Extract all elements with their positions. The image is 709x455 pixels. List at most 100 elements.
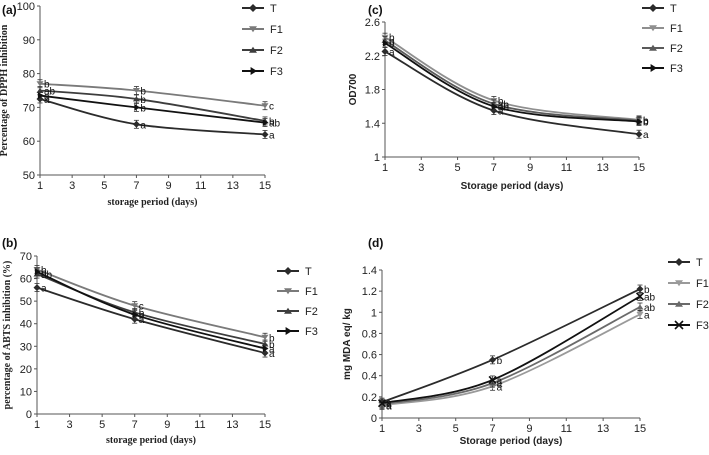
panel-c-legend-label: F1 [670,23,683,35]
panel-b-ytick-label: 10 [20,386,32,398]
panel-c-series-F3-sig-letter: ab [498,102,510,113]
panel-a-xtick-label: 3 [69,180,75,192]
panel-b-series-F3-point [34,268,41,276]
panel-d-series-F3-point [635,292,645,301]
panel-a-y-axis-label: Percentage of DPPH inhibition [0,24,10,156]
panel-a-legend-marker [249,46,257,53]
panel-a-series-F1-point [132,88,140,94]
panel-c-series-F2-sig-letter: b [643,117,649,128]
panel-b-xtick-label: 13 [226,419,238,431]
panel-a-legend-item-T: T [242,3,277,15]
panel-a-series-F2-sig-letter: b [269,117,275,128]
panel-b-xtick-label: 5 [99,419,105,431]
panel-d-series-F2-line [381,306,641,406]
panel-b-ytick-label: 0 [26,409,32,421]
panel-a-legend-label: F2 [270,45,283,57]
panel-d-ytick-label: 1 [371,307,377,319]
panel-d-ytick-label: 0 [371,413,377,425]
panel-c-series-F2-line [384,39,640,122]
panel-c-xtick-label: 7 [491,162,497,174]
panel-a-series-F2-line [39,89,266,122]
panel-b-series-T-sig-letter: a [41,284,47,295]
panel-d-series-T-point [489,356,497,364]
panel-d-xtick-label: 13 [597,423,609,435]
panel-d-series-F2-sig-letter: a [497,379,503,390]
panel-b-series-F3-point [132,311,139,319]
panel-c-ytick-label: 1 [374,152,380,164]
panel-d-y-axis-label: mg MDA eq/ kg [342,308,353,380]
panel-d-xtick-label: 15 [634,423,646,435]
panel-b-ytick-label: 40 [20,319,32,331]
panel-a-xtick-label: 11 [195,180,206,192]
panel-a-series-F3-sig-letter: a [44,92,50,103]
panel-d-series-F2-sig-letter: a [386,400,392,411]
panel-b-legend-item-T: T [277,266,312,278]
panel-d-xtick-label: 11 [561,423,572,435]
panel-d-legend-label: F1 [696,278,709,290]
panel-d-legend-item-F1: F1 [668,278,709,290]
panel-b-series-T-sig-letter: a [139,315,145,326]
panel-d-series-F2-sig-letter: ab [644,303,656,314]
panel-a-series-F3-point [37,92,44,100]
panel-b-xtick-label: 7 [132,419,138,431]
panel-b-x-axis-label: storage period (days) [106,435,196,446]
panel-c-y-axis-label: OD700 [348,73,359,105]
panel-d-xtick-label: 3 [416,423,422,435]
panel-d-legend-marker-b [674,320,684,330]
panel-d-ytick-label: 0.4 [362,371,377,383]
panel-b-series-F1-point [261,334,269,341]
panel-b-series-F1-sig-letter: b [269,333,275,344]
panel-c-ytick-label: 1.4 [365,118,380,130]
panel-d-series-F3-sig-letter: a [497,376,503,387]
panel-a-xtick-label: 15 [259,180,271,192]
panel-c-series-F2-sig-letter: ab [498,100,510,111]
panel-c-series-F3-point [491,102,498,110]
panel-b-xtick-label: 11 [194,419,205,431]
panel-a-legend-marker [249,4,257,12]
panel-a-series-T-sig-letter: a [140,120,146,131]
panel-c-legend-item-F2: F2 [642,43,683,55]
panel-c-ytick-label: 1.8 [365,85,380,97]
panel-b-ytick-label: 70 [20,251,32,263]
panel-c-series-T-sig-letter: a [498,107,504,118]
panel-b-legend-marker [284,288,292,295]
panel-a-legend-label: T [270,3,277,15]
panel-d-series-F1-sig-letter: a [644,310,650,321]
panel-d-series-T-sig-letter: b [644,285,650,296]
panel-a-xtick-label: 5 [101,180,107,192]
panel-a-series-F2-point [132,96,140,102]
panel-d-xtick-label: 9 [526,423,532,435]
panel-d-legend-label: T [696,257,703,269]
panel-c-xtick-label: 11 [561,162,572,174]
panel-b-ytick-label: 30 [20,341,32,353]
panel-b-xtick-label: 15 [259,419,271,431]
panel-c-legend-item-T: T [642,3,677,15]
panel-a-series-F1-point [261,103,269,109]
panel-b-legend-label: F1 [305,286,318,298]
panel-d-series-F3-point-b [488,375,497,385]
panel-d-x-axis-label: Storage period (days) [460,436,563,447]
panel-a-series-T-point [132,120,140,128]
panel-c-series-F1: bbb [381,32,649,127]
panel-b-ytick-label: 60 [20,274,32,286]
panel-b-series-F3-sig-letter: b [41,268,47,279]
panel-b-series-F3-sig-letter: a [269,345,275,356]
panel-b-series-F2-point [261,341,269,347]
panel-d-legend-item-F3: F3 [668,320,709,332]
panel-a-series-F3-point [262,119,269,127]
panel-b-series-F3-sig-letter: b [139,311,145,322]
panel-a-series-F1-line [39,82,266,107]
panel-c-series-F3-point [382,39,389,47]
panel-c-legend-label: T [670,3,677,15]
panel-a-series-F1: bbc [36,79,274,113]
panel-c-series-F3-line [384,42,640,123]
panel-a-series-F1-sig-letter: c [269,102,274,113]
panel-a-label: (a) [2,3,17,17]
panel-d-series-F3-sig-letter: a [386,399,392,410]
panel-d-series-F3-line [381,295,641,405]
panel-a-series-T-sig-letter: a [44,95,50,106]
